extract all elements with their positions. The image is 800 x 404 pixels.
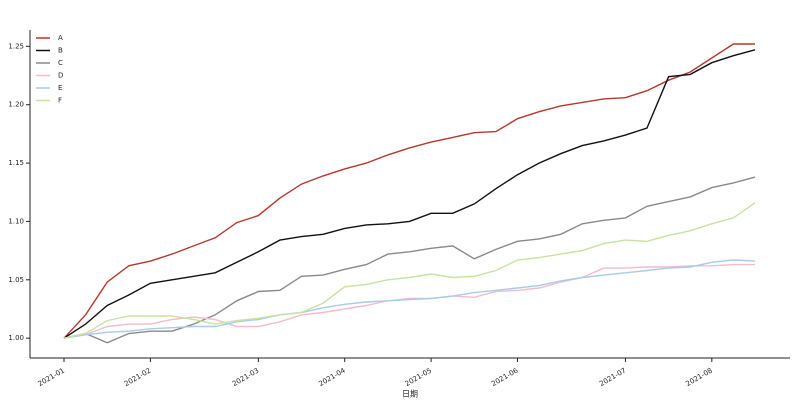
x-tick-label: 2021-08 bbox=[684, 367, 713, 389]
line-series bbox=[63, 259, 756, 339]
line-series bbox=[63, 202, 756, 339]
line-series bbox=[63, 176, 756, 344]
legend-label: F bbox=[58, 97, 62, 105]
y-tick-label: 1.05 bbox=[8, 276, 24, 284]
x-tick-label: 2021-05 bbox=[404, 367, 433, 389]
y-tick-label: 1.25 bbox=[8, 42, 24, 50]
line-series bbox=[63, 43, 755, 339]
legend-label: D bbox=[58, 72, 63, 80]
legend-label: A bbox=[58, 34, 63, 42]
x-axis-label: 日期 bbox=[402, 390, 418, 399]
legend-label: C bbox=[58, 59, 63, 67]
y-tick-label: 1.15 bbox=[8, 159, 24, 167]
x-tick-label: 2021-03 bbox=[231, 367, 260, 389]
legend-label: B bbox=[58, 47, 63, 55]
x-tick-label: 2021-01 bbox=[37, 367, 66, 389]
y-tick-label: 1.10 bbox=[8, 217, 24, 225]
x-tick-label: 2021-04 bbox=[317, 366, 347, 388]
line-series bbox=[63, 263, 755, 339]
y-tick-label: 1.00 bbox=[8, 334, 24, 342]
line-series bbox=[63, 49, 756, 339]
y-tick-label: 1.20 bbox=[8, 101, 24, 109]
x-tick-label: 2021-02 bbox=[123, 367, 152, 389]
x-tick-label: 2021-07 bbox=[598, 367, 627, 389]
legend-label: E bbox=[58, 84, 62, 92]
x-tick-label: 2021-06 bbox=[490, 366, 520, 388]
